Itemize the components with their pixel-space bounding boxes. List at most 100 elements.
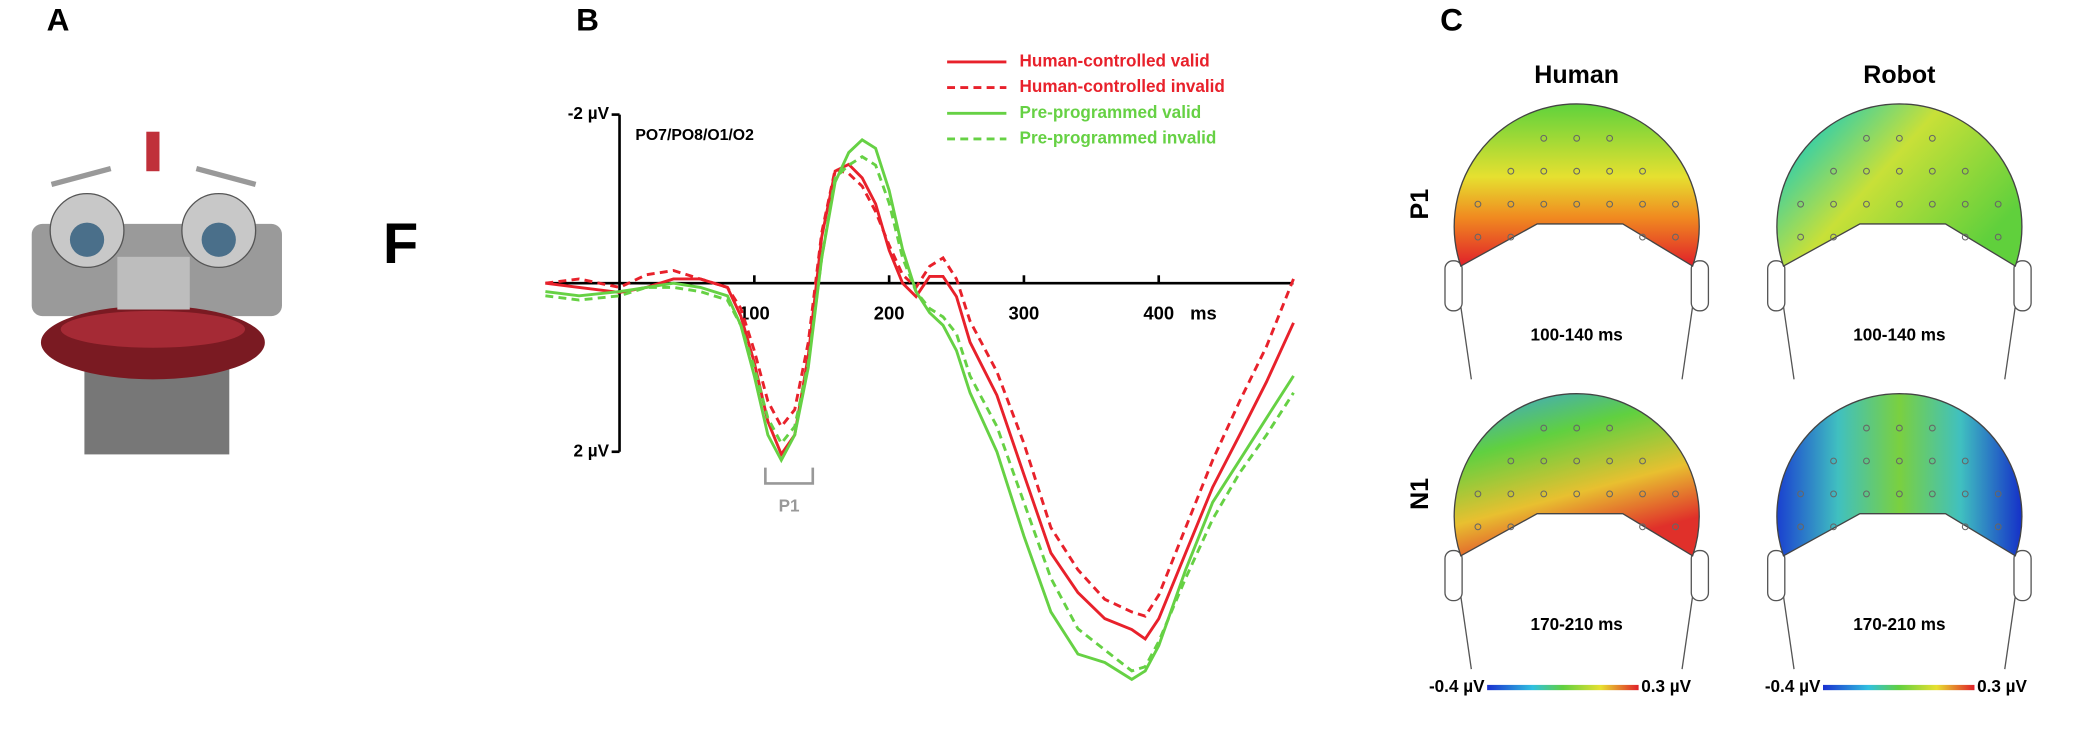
electrode [1895,490,1903,498]
topomap [1453,393,1700,557]
series-line [545,167,1295,618]
robot-brow [195,166,257,187]
electrode [1507,167,1515,175]
electrode [1830,523,1837,531]
x-tick-label: 400 [1143,303,1174,324]
electrode [1507,457,1515,465]
electrode [1573,457,1581,465]
electrode [1606,167,1614,175]
electrode [1863,167,1870,175]
colorbar-label: 0.3 µV [1641,677,1691,696]
electrode [1830,490,1837,498]
colorbar [1487,684,1639,691]
ear [1444,549,1463,602]
electrode [1672,490,1679,498]
series-line [545,138,1295,682]
electrode [1797,523,1805,531]
electrode [1639,490,1646,498]
electrode [1474,200,1482,208]
x-tick-label: 300 [1009,303,1040,324]
column-title: Human [1534,61,1619,89]
electrode [1961,523,1969,531]
robot-antenna [146,131,160,172]
panel-label: F [383,212,418,276]
electrode [1573,490,1581,498]
legend-label: Pre-programmed valid [1020,103,1202,122]
topomap [1776,393,2023,557]
ear [1444,260,1463,312]
x-tick-label: 200 [874,303,905,324]
electrode [1863,134,1870,142]
x-axis-label: ms [1190,303,1217,324]
electrode [1573,134,1581,142]
ear [1690,260,1710,312]
electrode [1994,233,2002,241]
colorbar-label: -0.4 µV [1429,677,1485,696]
electrode [1863,424,1870,432]
electrode [1606,490,1614,498]
electrode [1830,167,1837,175]
electrode [1994,200,2002,208]
time-window: 100-140 ms [1531,325,1623,344]
electrode [1507,523,1515,531]
legend-label: Human-controlled valid [1020,51,1210,70]
electrode [1830,457,1837,465]
electrode [1573,424,1581,432]
electrode [1895,167,1903,175]
electrode [1639,523,1646,531]
annotation: PO7/PO8/O1/O2 [635,127,754,144]
electrode [1863,200,1870,208]
electrode [1672,523,1679,531]
legend-label: Pre-programmed invalid [1020,128,1217,147]
electrode [1928,457,1936,465]
legend-label: Human-controlled invalid [1020,77,1225,96]
row-title: P1 [1406,189,1434,220]
electrode [1573,200,1581,208]
robot-pupil [201,222,236,257]
electrode [1830,233,1837,241]
electrode [1540,167,1548,175]
electrode [1639,200,1646,208]
x-tick-label: 100 [739,303,770,324]
electrode [1797,200,1805,208]
electrode [1994,523,2002,531]
y-tick-label: 2 µV [573,441,609,460]
electrode [1540,490,1548,498]
ear [1767,260,1786,312]
electrode [1961,200,1969,208]
electrode [1540,134,1548,142]
column-title: Robot [1863,61,1936,89]
robot-pupil [69,222,105,257]
electrode [1507,490,1515,498]
electrode [1540,424,1548,432]
electrode [1474,490,1482,498]
electrode [1895,457,1903,465]
series-line [545,162,1295,641]
annotation: P1 [779,497,800,516]
time-window: 170-210 ms [1853,615,1945,634]
electrode [1474,233,1482,241]
electrode [1994,490,2002,498]
electrode [1928,424,1936,432]
p1-bracket [764,467,815,485]
electrode [1606,457,1614,465]
electrode [1606,200,1614,208]
series-line [545,155,1295,673]
electrode [1639,233,1646,241]
electrode [1797,490,1805,498]
robot-mouth [60,310,246,348]
electrode [1961,457,1969,465]
y-tick-label: -2 µV [568,104,610,123]
electrode [1606,424,1614,432]
ear [2013,549,2032,602]
time-window: 170-210 ms [1531,615,1623,634]
panel-label: B [576,2,599,38]
robot-nose [117,256,190,310]
electrode [1540,200,1548,208]
electrode [1797,233,1805,241]
electrode [1928,167,1936,175]
colorbar-label: -0.4 µV [1765,677,1821,696]
topomap [1453,103,1700,268]
electrode [1961,490,1969,498]
